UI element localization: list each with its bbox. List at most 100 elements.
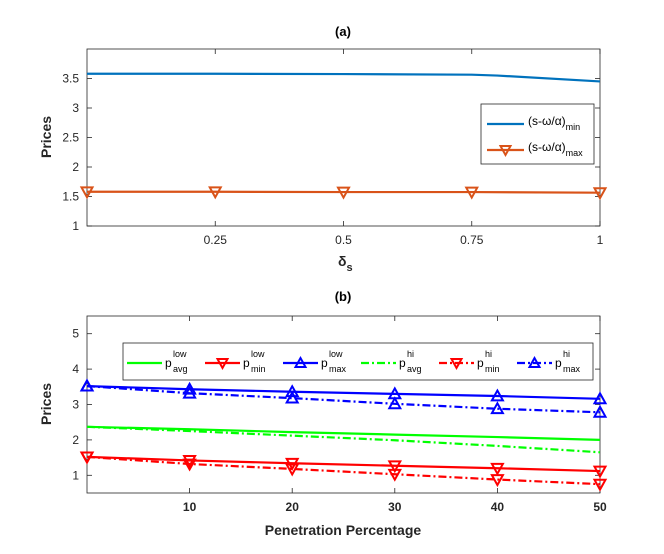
panel-b-series-line-0 bbox=[86, 425, 601, 441]
panel-b-series-1-point bbox=[592, 465, 608, 479]
panel-b-xtick-label: 50 bbox=[593, 500, 607, 514]
panel-b-series-5-point bbox=[285, 390, 300, 404]
panel-b-series-line-1 bbox=[86, 455, 601, 473]
panel-b-legend-label-sub-3: avg bbox=[407, 364, 422, 374]
panel-b-xtick-label: 30 bbox=[388, 500, 402, 514]
panel-b-title: (b) bbox=[335, 289, 352, 304]
panel-a-series-1-point bbox=[592, 187, 608, 201]
panel-a-xtick-label: 0.25 bbox=[204, 233, 228, 247]
panel-a-series-1-point bbox=[336, 186, 351, 200]
panel-a-xlabel: δs bbox=[338, 253, 353, 274]
panel-a-ytick-label: 1 bbox=[72, 219, 79, 233]
panel-a-legend: (s-ω/α)min(s-ω/α)max bbox=[480, 103, 595, 165]
panel-b-ylabel: Prices bbox=[38, 383, 54, 425]
panel-a-legend-label-main: (s-ω/α) bbox=[528, 114, 566, 128]
panel-b-legend-box bbox=[122, 342, 594, 381]
panel-b-series-4-point bbox=[490, 474, 505, 488]
panel-b-ytick-label: 4 bbox=[72, 362, 79, 376]
panel-b-series-5-point bbox=[79, 378, 95, 392]
panel-a-legend-label-sub: min bbox=[566, 122, 581, 132]
panel-b-legend-label-main-4: p bbox=[477, 356, 484, 370]
panel-a-xtick-label: 0.5 bbox=[335, 233, 352, 247]
panel-b-legend-marker-4 bbox=[449, 358, 464, 371]
panel-a-xlabel-sub: s bbox=[347, 262, 353, 274]
panel-a-legend-label-1: (s-ω/α)max bbox=[528, 140, 583, 158]
panel-b-legend-marker-1 bbox=[215, 358, 230, 371]
panel-b-series-1-point bbox=[387, 460, 402, 474]
panel-b-xtick-label: 20 bbox=[286, 500, 300, 514]
panel-b-legend-label-main-5: p bbox=[555, 356, 562, 370]
panel-b-axes-box bbox=[86, 315, 601, 494]
panel-a-series-1-point bbox=[208, 186, 223, 200]
panel-b-legend-label-sub-4: min bbox=[485, 364, 500, 374]
panel-b-legend-label-main-2: p bbox=[321, 356, 328, 370]
panel-b-legend-marker-2 bbox=[293, 355, 308, 368]
panel-a-ticks: 0.25 0.5 0.75 1 1 1.5 2 2.5 3 3.5 bbox=[62, 49, 604, 247]
panel-b-ticks: 10 20 30 40 50 1 2 3 4 5 bbox=[72, 316, 607, 514]
panel-b-legend-label-sup-0: low bbox=[173, 349, 187, 359]
panel-a-legend-label-0: (s-ω/α)min bbox=[528, 114, 580, 132]
panel-a-series bbox=[79, 72, 608, 201]
panel-a-series-line-0 bbox=[87, 72, 601, 83]
panel-a-ytick-label: 3 bbox=[72, 101, 79, 115]
panel-a-ytick-label: 2 bbox=[72, 160, 79, 174]
panel-b-legend-label-sup-3: hi bbox=[407, 349, 414, 359]
panel-a-ytick-label: 3.5 bbox=[62, 72, 79, 86]
panel-b-series-4-point bbox=[79, 451, 95, 465]
panel-b-series-5-point bbox=[592, 404, 608, 418]
panel-b-legend-label-sub-1: min bbox=[251, 364, 266, 374]
panel-b-series-4-point bbox=[387, 468, 402, 482]
panel-b-xlabel: Penetration Percentage bbox=[265, 522, 422, 538]
panel-b-legend-label-sub-2: max bbox=[329, 364, 347, 374]
panel-b-xtick-label: 40 bbox=[491, 500, 505, 514]
panel-b-series-1-point bbox=[490, 462, 505, 476]
panel-b-legend-label-sub-0: avg bbox=[173, 364, 188, 374]
panel-b-series-2-point bbox=[490, 388, 505, 402]
panel-b-legend-label-main-0: p bbox=[165, 356, 172, 370]
panel-a-series-1-point bbox=[79, 186, 95, 200]
panel-b-series-line-3 bbox=[86, 425, 601, 454]
panel-a-title: (a) bbox=[335, 24, 351, 39]
panel-b-series-4-point bbox=[592, 478, 608, 492]
panel-a: (a) 0.25 0.5 0.75 1 1 1.5 2 2.5 3 3.5 Prices δs (… bbox=[38, 24, 608, 274]
panel-a-series-line-1 bbox=[87, 190, 601, 194]
panel-b-series-line-5 bbox=[86, 384, 601, 414]
panel-a-legend-box bbox=[480, 103, 595, 165]
panel-a-legend-marker-1 bbox=[498, 145, 513, 158]
panel-b-series-5-point bbox=[490, 401, 505, 415]
panel-b-legend-label-sup-5: hi bbox=[563, 349, 570, 359]
panel-b-series-5-point bbox=[182, 385, 197, 399]
panel-b-legend-label-main-1: p bbox=[243, 356, 250, 370]
panel-a-ytick-label: 1.5 bbox=[62, 190, 79, 204]
panel-a-ylabel: Prices bbox=[38, 116, 54, 158]
panel-a-xlabel-main: δ bbox=[338, 253, 347, 269]
panel-b-legend-label-sup-2: low bbox=[329, 349, 343, 359]
panel-b-legend-marker-5 bbox=[527, 355, 542, 368]
panel-a-ytick-label: 2.5 bbox=[62, 131, 79, 145]
panel-b-ytick-label: 3 bbox=[72, 398, 79, 412]
panel-b-series-2-point bbox=[592, 391, 608, 405]
panel-b-series-line-2 bbox=[86, 384, 601, 400]
panel-b-series bbox=[79, 378, 608, 492]
panel-b-legend-label-main-3: p bbox=[399, 356, 406, 370]
panel-b-series-4-point bbox=[285, 463, 300, 477]
panel-a-legend-label-main: (s-ω/α) bbox=[528, 140, 566, 154]
panel-b-series-5-point bbox=[387, 396, 402, 410]
panel-b-series-line-4 bbox=[86, 455, 601, 486]
panel-a-legend-label-sub: max bbox=[566, 148, 584, 158]
panel-b-xtick-label: 10 bbox=[183, 500, 197, 514]
panel-b-series-4-point bbox=[182, 458, 197, 472]
panel-b-legend-label-sub-5: max bbox=[563, 364, 581, 374]
panel-a-series-1-point bbox=[464, 186, 479, 200]
panel-b-series-2-point bbox=[285, 384, 300, 398]
panel-b-legend-label-sup-4: hi bbox=[485, 349, 492, 359]
panel-a-xtick-label: 1 bbox=[597, 233, 604, 247]
panel-b-ytick-label: 5 bbox=[72, 327, 79, 341]
panel-b-series-1-point bbox=[182, 455, 197, 468]
panel-b-legend-label-sup-1: low bbox=[251, 349, 265, 359]
panel-b: (b) 10 20 30 40 50 1 2 3 4 5 Prices Penetration P… bbox=[38, 289, 608, 538]
panel-b-ytick-label: 1 bbox=[72, 468, 79, 482]
panel-a-xtick-label: 0.75 bbox=[460, 233, 484, 247]
